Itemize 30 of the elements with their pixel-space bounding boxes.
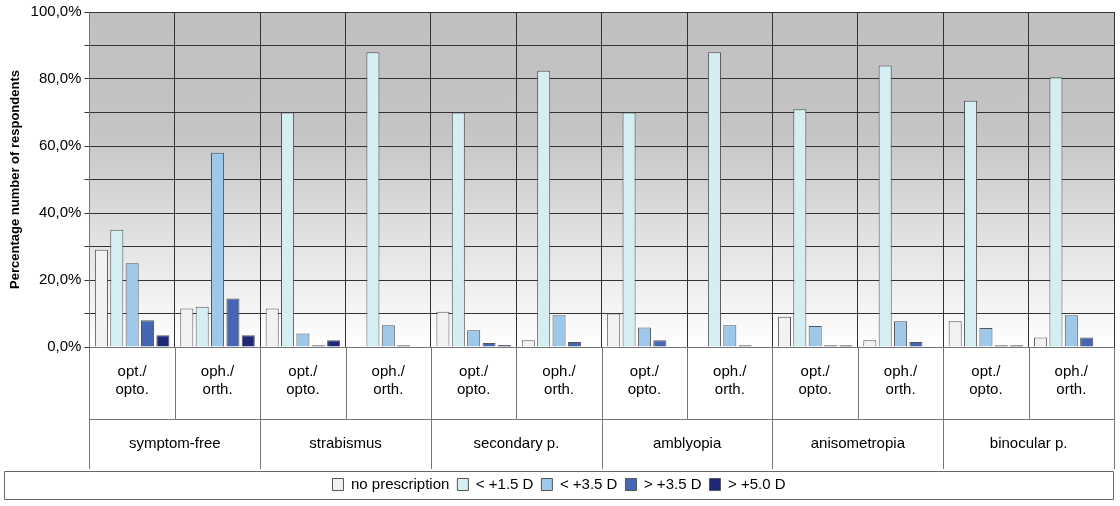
- x-tick-label: opt./ opto.: [627, 362, 662, 398]
- text: anisometropia: [810, 434, 906, 452]
- y-axis-title: Percentage number of respondents: [7, 70, 23, 289]
- x-tick-label: oph./ orth.: [713, 362, 748, 398]
- legend-label: no prescription: [350, 474, 450, 492]
- text: symptom-free: [129, 434, 221, 452]
- x-tick-label: opt./ opto.: [456, 362, 491, 398]
- text: amblyopia: [652, 434, 722, 452]
- x-tick-label: oph./ orth.: [542, 362, 577, 398]
- legend-label: > +5.0 D: [727, 474, 786, 492]
- y-tick-label: 60,0%: [38, 136, 82, 154]
- y-tick-label: 20,0%: [38, 270, 82, 288]
- y-tick-label: 0,0%: [47, 337, 82, 355]
- x-tick-label: oph./ orth.: [1054, 362, 1089, 398]
- y-tick-label: 40,0%: [38, 203, 82, 221]
- x-tick-label: oph./ orth.: [200, 362, 236, 398]
- legend-label: > +3.5 D: [643, 474, 702, 492]
- legend-label: < +1.5 D: [475, 474, 534, 492]
- x-tick-label: oph./ orth.: [883, 362, 919, 398]
- y-tick-label: 80,0%: [38, 69, 82, 87]
- legend-label: < +3.5 D: [559, 474, 618, 492]
- text: binocular p.: [989, 434, 1068, 452]
- text: strabismus: [309, 434, 382, 452]
- x-tick-label: opt./ opto.: [286, 362, 320, 398]
- y-tick-label: 100,0%: [30, 2, 82, 20]
- x-tick-label: oph./ orth.: [371, 362, 406, 398]
- x-tick-label: opt./ opto.: [798, 362, 832, 398]
- text: secondary p.: [473, 434, 560, 452]
- x-tick-label: opt./ opto.: [115, 362, 149, 398]
- x-tick-label: opt./ opto.: [969, 362, 1003, 398]
